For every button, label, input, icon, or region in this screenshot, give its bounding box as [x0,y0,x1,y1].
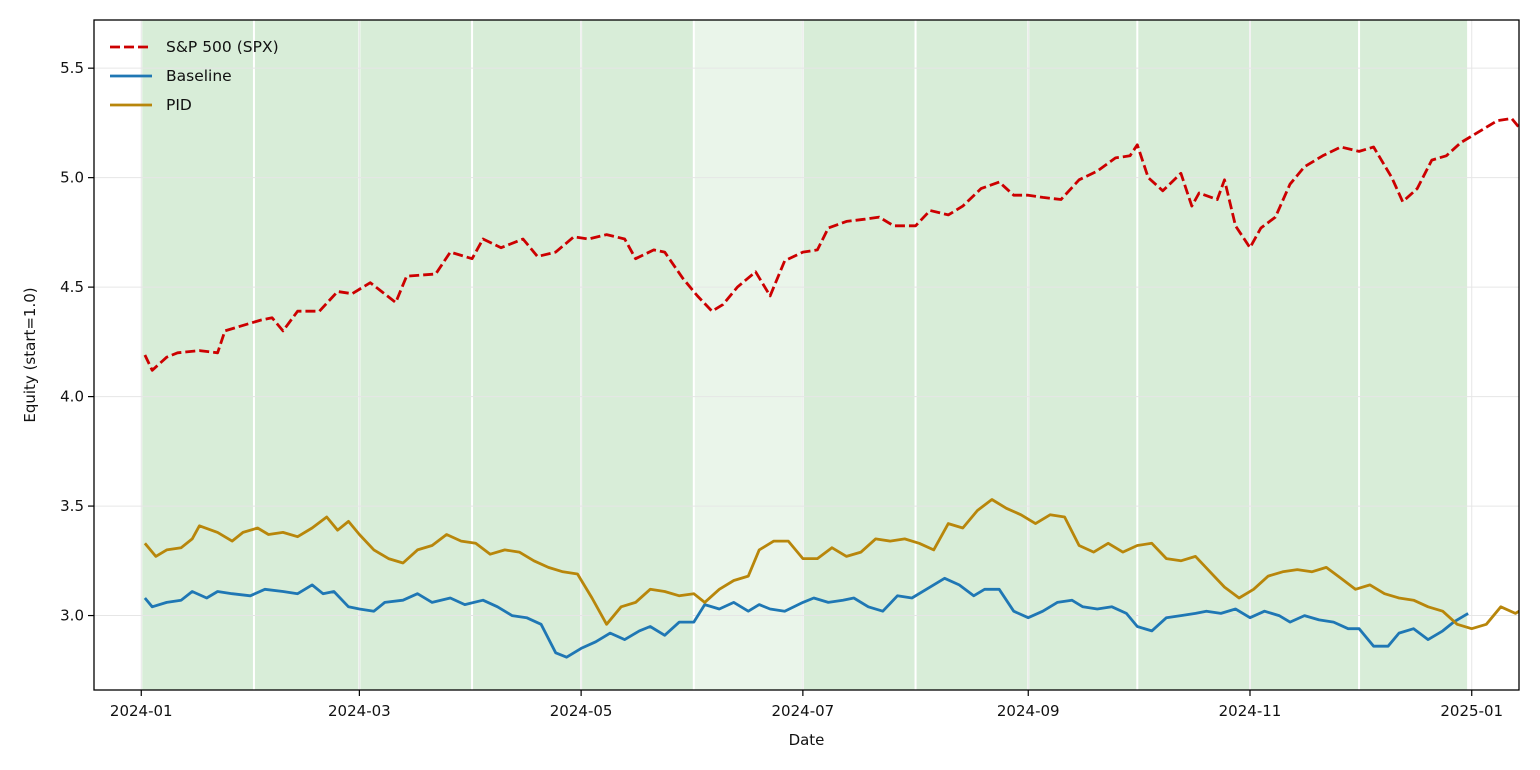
shade-band-11 [1360,20,1468,690]
y-tick-label-0: 3.0 [60,607,84,625]
shade-band-10 [1250,20,1359,690]
y-tick-label-4: 5.0 [60,169,84,187]
x-tick-label-4: 2024-09 [997,702,1060,720]
shade-band-8 [1029,20,1137,690]
x-tick-label-1: 2024-03 [328,702,391,720]
x-axis-ticks: 2024-01 2024-03 2024-05 2024-07 2024-09 2024-… [110,690,1503,720]
shade-band-4 [582,20,693,690]
series-line-pid [143,498,1519,631]
x-tick-label-0: 2024-01 [110,702,173,720]
y-tick-label-2: 4.0 [60,388,84,406]
y-tick-label-1: 3.5 [60,497,84,515]
y-axis-ticks: 3.0 3.5 4.0 4.5 5.0 5.5 [60,59,94,625]
shade-band-2 [360,20,472,690]
y-axis-label: Equity (start=1.0) [21,287,39,422]
legend-label-1: Baseline [166,67,232,85]
shade-band-9 [1138,20,1249,690]
shade-band-5 [694,20,802,690]
plot-frame [93,19,1520,691]
series-line-baseline [143,576,1469,659]
x-tick-label-6: 2025-01 [1440,702,1503,720]
x-tick-label-3: 2024-07 [772,702,835,720]
x-axis-label: Date [789,731,825,749]
shade-band-7 [916,20,1028,690]
legend-label-0: S&P 500 (SPX) [166,38,279,56]
y-tick-label-3: 4.5 [60,278,84,296]
month-shading [142,20,1468,690]
y-tick-label-5: 5.5 [60,59,84,77]
shade-band-6 [803,20,915,690]
grid-lines [94,20,1519,690]
legend-label-2: PID [166,96,192,114]
shade-band-0 [142,20,253,690]
x-tick-label-5: 2024-11 [1219,702,1282,720]
series-lines [143,117,1519,659]
legend: S&P 500 (SPX) Baseline PID [110,38,279,114]
shade-band-3 [473,20,581,690]
x-tick-label-2: 2024-05 [550,702,613,720]
shade-band-1 [254,20,359,690]
